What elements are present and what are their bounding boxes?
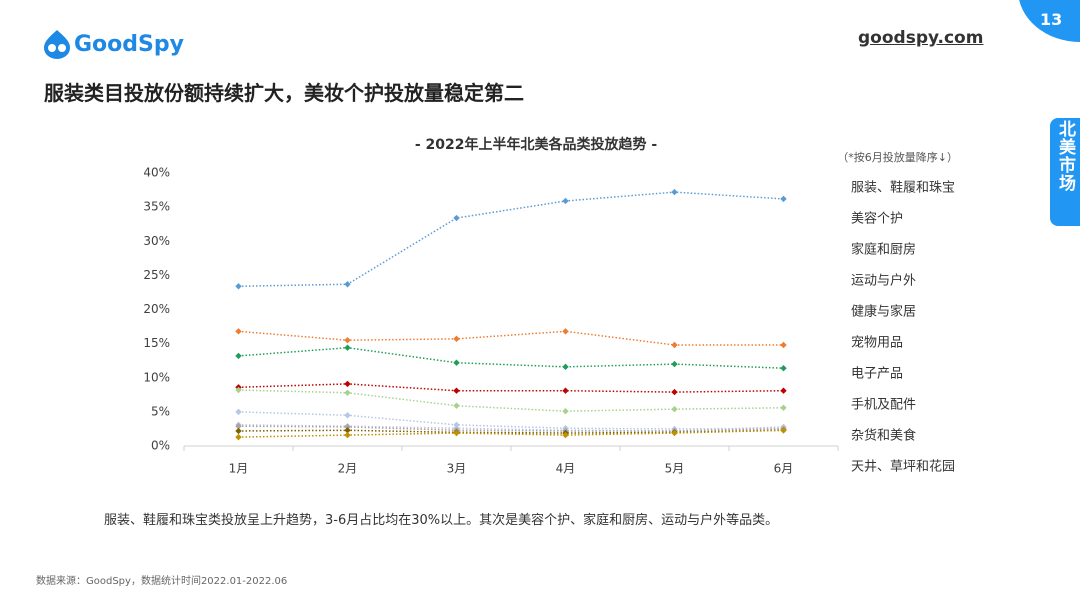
point xyxy=(453,214,460,222)
point xyxy=(235,352,242,360)
headline: 服装类目投放份额持续扩大，美妆个护投放量稳定第二 xyxy=(44,81,524,105)
y-tick-label: 30% xyxy=(143,234,170,248)
point xyxy=(235,408,242,416)
point xyxy=(344,281,351,288)
chart-note: （*按6月投放量降序↓） xyxy=(837,150,958,164)
legend-label: 电子产品 xyxy=(851,367,903,382)
point xyxy=(235,427,242,435)
y-tick-label: 25% xyxy=(143,268,170,282)
y-tick-label: 20% xyxy=(143,302,170,316)
legend-label: 手机及配件 xyxy=(851,398,916,413)
point xyxy=(453,359,460,366)
point xyxy=(671,429,678,437)
point xyxy=(671,388,678,396)
x-tick-label: 2月 xyxy=(338,462,358,476)
legend-label: 美容个护 xyxy=(851,211,903,227)
point xyxy=(453,387,460,394)
side-tab[interactable]: 北美市场 xyxy=(1055,120,1075,192)
y-tick-label: 35% xyxy=(143,200,170,214)
chart-title: - 2022年上半年北美各品类投放趋势 - xyxy=(415,136,658,153)
series-line xyxy=(238,383,784,393)
point xyxy=(671,405,678,413)
page-number: 13 xyxy=(1040,10,1063,29)
point xyxy=(671,188,678,196)
caption: 服装、鞋履和珠宝类投放呈上升趋势，3-6月占比均在30%以上。其次是美容个护、家… xyxy=(104,513,779,528)
source: 数据来源：GoodSpy，数据统计时间2022.01-2022.06 xyxy=(36,576,288,587)
point xyxy=(780,427,787,434)
point xyxy=(235,423,242,430)
point xyxy=(671,341,678,349)
legend-label: 服装、鞋履和珠宝 xyxy=(851,180,955,196)
x-tick-label: 6月 xyxy=(774,462,794,476)
point xyxy=(453,429,460,437)
point xyxy=(344,431,351,439)
point xyxy=(780,364,787,372)
site-link[interactable]: goodspy.com xyxy=(858,28,984,48)
y-tick-label: 15% xyxy=(143,336,170,350)
legend-label: 运动与户外 xyxy=(851,273,916,289)
point xyxy=(562,328,569,335)
point xyxy=(562,197,569,205)
point xyxy=(344,412,351,419)
y-tick-label: 0% xyxy=(151,439,170,453)
point xyxy=(562,387,569,394)
logo-icon xyxy=(44,30,70,59)
point xyxy=(453,402,460,409)
point xyxy=(780,404,787,411)
side-tab-bg xyxy=(1050,118,1080,226)
series-line xyxy=(238,389,784,412)
point xyxy=(780,387,787,394)
point xyxy=(344,337,351,344)
point xyxy=(562,431,569,439)
x-tick-label: 3月 xyxy=(447,462,467,476)
legend-label: 杂货和美食 xyxy=(851,428,916,444)
y-tick-label: 5% xyxy=(151,404,170,418)
legend-label: 宠物用品 xyxy=(851,335,903,351)
legend-label: 天井、草坪和花园 xyxy=(851,459,955,475)
point xyxy=(780,195,787,203)
point xyxy=(344,344,351,351)
point xyxy=(235,328,242,335)
series-line xyxy=(238,330,784,346)
x-tick-label: 4月 xyxy=(556,462,576,476)
point xyxy=(671,360,678,368)
point xyxy=(562,363,569,371)
point xyxy=(235,283,242,290)
point xyxy=(344,423,351,431)
point xyxy=(344,380,351,388)
legend-label: 健康与家居 xyxy=(851,304,916,320)
point xyxy=(235,386,242,394)
legend-label: 家庭和厨房 xyxy=(851,242,916,258)
x-tick-label: 5月 xyxy=(665,462,685,476)
point xyxy=(453,421,460,429)
series-line xyxy=(238,191,784,288)
point xyxy=(235,433,242,441)
point xyxy=(562,407,569,415)
y-tick-label: 40% xyxy=(143,166,170,180)
chart: - 2022年上半年北美各品类投放趋势 - （*按6月投放量降序↓） 0% 5% 1… xyxy=(143,136,958,476)
point xyxy=(344,427,351,434)
y-tick-label: 10% xyxy=(143,370,170,384)
series-line xyxy=(238,346,784,369)
point xyxy=(780,341,787,349)
logo-text: GoodSpy xyxy=(74,32,184,57)
point xyxy=(344,389,351,396)
point xyxy=(453,335,460,343)
x-tick-label: 1月 xyxy=(229,462,249,476)
